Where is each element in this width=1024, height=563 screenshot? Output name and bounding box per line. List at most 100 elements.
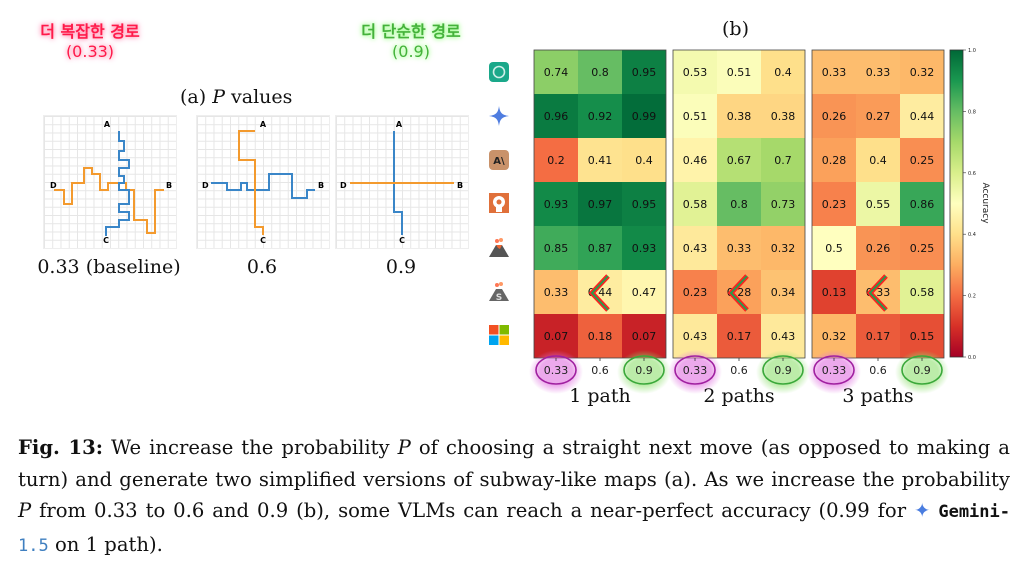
volcano-icon [487,235,511,259]
map-label-06: 0.6 [246,256,278,278]
cell-value: 0.07 [632,330,657,343]
heatmap-cell [578,270,622,314]
annotation-complex-value: (0.33) [65,42,115,61]
heatmap-cell [761,270,805,314]
map-label-09: 0.9 [385,256,417,278]
caption-part1: We increase the probability [102,436,398,459]
anthropic-icon: A\ [487,148,511,172]
node-c: C [103,236,109,245]
cell-value: 0.55 [866,198,891,211]
x-tick-label: 0.33 [822,364,847,377]
heatmap-cell [578,314,622,358]
microsoft-icon [487,323,511,347]
gemini-inline-icon: ✦ [913,499,931,522]
caption-part4: on 1 path). [48,532,163,556]
heatmap-cell [578,50,622,94]
heatmap-cell [717,94,761,138]
cell-value: 0.41 [588,154,613,167]
x-tick-label: 0.6 [730,364,748,377]
figure-caption: Fig. 13: We increase the probability P o… [18,432,1010,562]
cell-value: 0.73 [771,198,796,211]
cell-value: 0.25 [910,154,935,167]
subway-map-06: A D B C [196,115,330,249]
panel-a-title: (a) P values [180,86,292,108]
annotation-complex-path: 더 복잡한 경로 (0.33) [20,22,160,62]
glow-09 [617,350,671,394]
node-b: B [318,181,324,190]
heatmap-cell [673,182,717,226]
chatgpt-icon [487,60,511,84]
cell-value: 0.26 [822,110,847,123]
cell-value: 0.58 [683,198,708,211]
heatmap-cell [900,50,944,94]
heatmap-cell [622,270,666,314]
x-tick-label: 0.6 [869,364,887,377]
colorbar-tick-label: 0.8 [968,109,976,115]
heatmap-cell [812,182,856,226]
heatmap-cell [622,50,666,94]
cell-value: 0.4 [869,154,887,167]
cell-value: 0.97 [588,198,613,211]
cell-value: 0.38 [727,110,752,123]
cell-value: 0.43 [771,330,796,343]
heatmap-cell [717,182,761,226]
x-tick-label: 0.9 [913,364,931,377]
node-d: D [202,181,209,190]
cell-value: 0.58 [910,286,935,299]
cell-value: 0.43 [683,330,708,343]
gemini-icon [487,104,511,128]
arrow-annotation [868,275,887,311]
annotation-simple-path: 더 단순한 경로 (0.9) [341,22,481,62]
cell-value: 0.85 [544,242,569,255]
x-tick-label: 0.6 [591,364,609,377]
caption-fig-label: Fig. 13: [18,436,103,459]
heatmap-cell [812,270,856,314]
heatmap-cell [900,182,944,226]
route-blue [105,131,130,236]
arrow-annotation [590,275,609,311]
x-tick-label: 0.33 [544,364,569,377]
x-tick-label: 0.9 [635,364,653,377]
highlight-circle-033 [813,355,855,385]
caption-part2: of choosing a straight next move (as opp… [18,436,1010,491]
caption-model-name: Gemini- [938,502,1010,522]
colorbar-tick-label: 0.4 [968,232,976,238]
heatmap-cells: 0.74 0.8 0.95 0.96 0.92 0.99 0.2 0.41 0.4 0.93 0.9… [533,49,945,359]
heatmap-cell [622,182,666,226]
cell-value: 0.07 [544,330,569,343]
colorbar-ticks: 0.0 0.2 0.4 0.6 0.8 1.0 [963,48,976,361]
glow-09 [756,350,810,394]
cell-value: 0.23 [822,198,847,211]
colorbar-tick-label: 0.2 [968,294,976,300]
panel-b-title: (b) [722,18,749,40]
heatmap-cell [812,138,856,182]
cell-value: 0.95 [632,198,657,211]
cell-value: 0.93 [544,198,569,211]
glow-033 [807,350,861,394]
glow-033 [668,350,722,394]
node-b: B [457,181,463,190]
panel-a-prefix: (a) [180,86,207,108]
cell-value: 0.43 [683,242,708,255]
panel-a-suffix: values [231,86,293,108]
panel-label: 1 path [569,385,631,407]
cell-value: 0.15 [910,330,935,343]
cell-value: 0.25 [910,242,935,255]
cell-value: 0.46 [683,154,708,167]
highlight-circle-033 [535,355,577,385]
route-blue [211,173,315,199]
heatmap-cell [673,270,717,314]
heatmap-cell [717,138,761,182]
cell-value: 0.67 [727,154,752,167]
cell-value: 0.13 [822,286,847,299]
node-a: A [396,120,403,129]
highlight-circle-09 [762,355,804,385]
map-label-033: 0.33 (baseline) [37,256,181,278]
heatmap-cell [900,226,944,270]
heatmap-cell [534,138,578,182]
heatmap-cell [622,138,666,182]
highlight-circle-09 [623,355,665,385]
cell-value: 0.32 [771,242,796,255]
cell-value: 0.87 [588,242,613,255]
volcano-s-icon: S [487,279,511,303]
